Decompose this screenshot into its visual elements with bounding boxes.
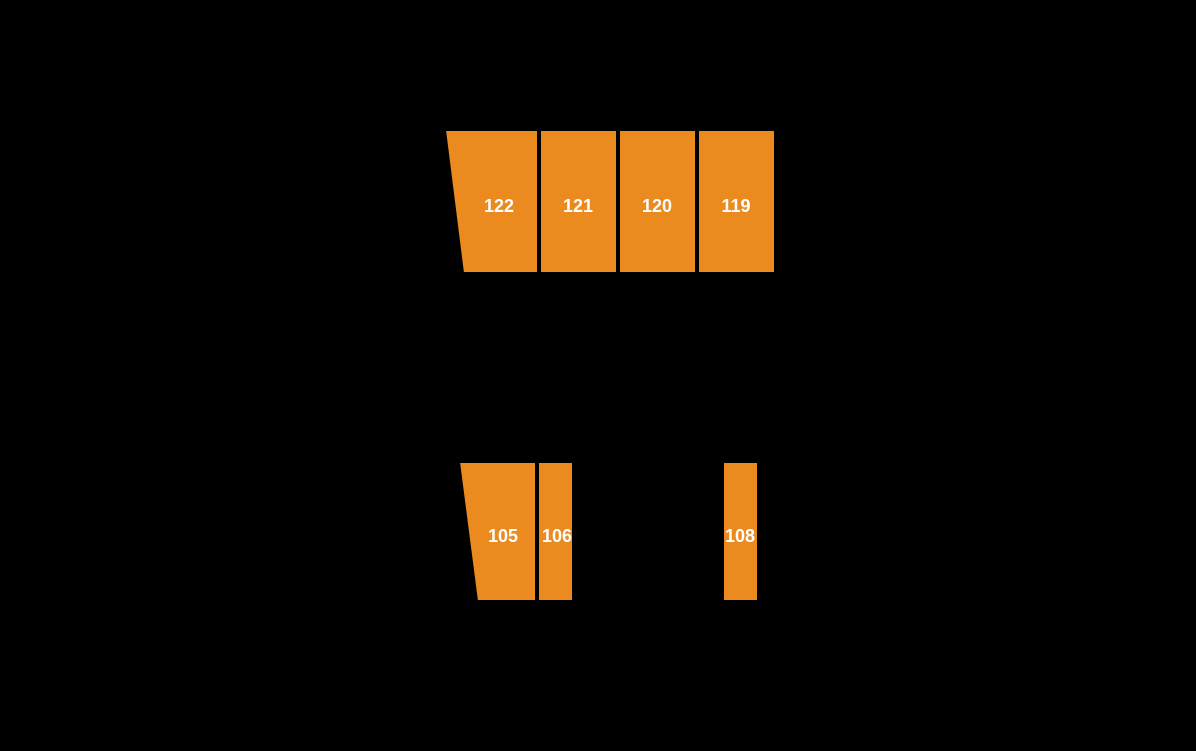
section-121[interactable]: 121 (540, 130, 617, 273)
section-106[interactable]: 106 (538, 462, 573, 601)
seat-map: 122 121 120 119 105 106 108 (0, 0, 1196, 751)
section-120[interactable]: 120 (619, 130, 696, 273)
section-119[interactable]: 119 (698, 130, 775, 273)
background (0, 0, 1196, 751)
section-106-label: 106 (542, 526, 572, 546)
section-108[interactable]: 108 (723, 462, 758, 601)
section-108-label: 108 (725, 526, 755, 546)
section-121-label: 121 (563, 196, 593, 216)
section-120-label: 120 (642, 196, 672, 216)
section-105-label: 105 (488, 526, 518, 546)
section-122-label: 122 (484, 196, 514, 216)
section-119-label: 119 (721, 196, 750, 216)
